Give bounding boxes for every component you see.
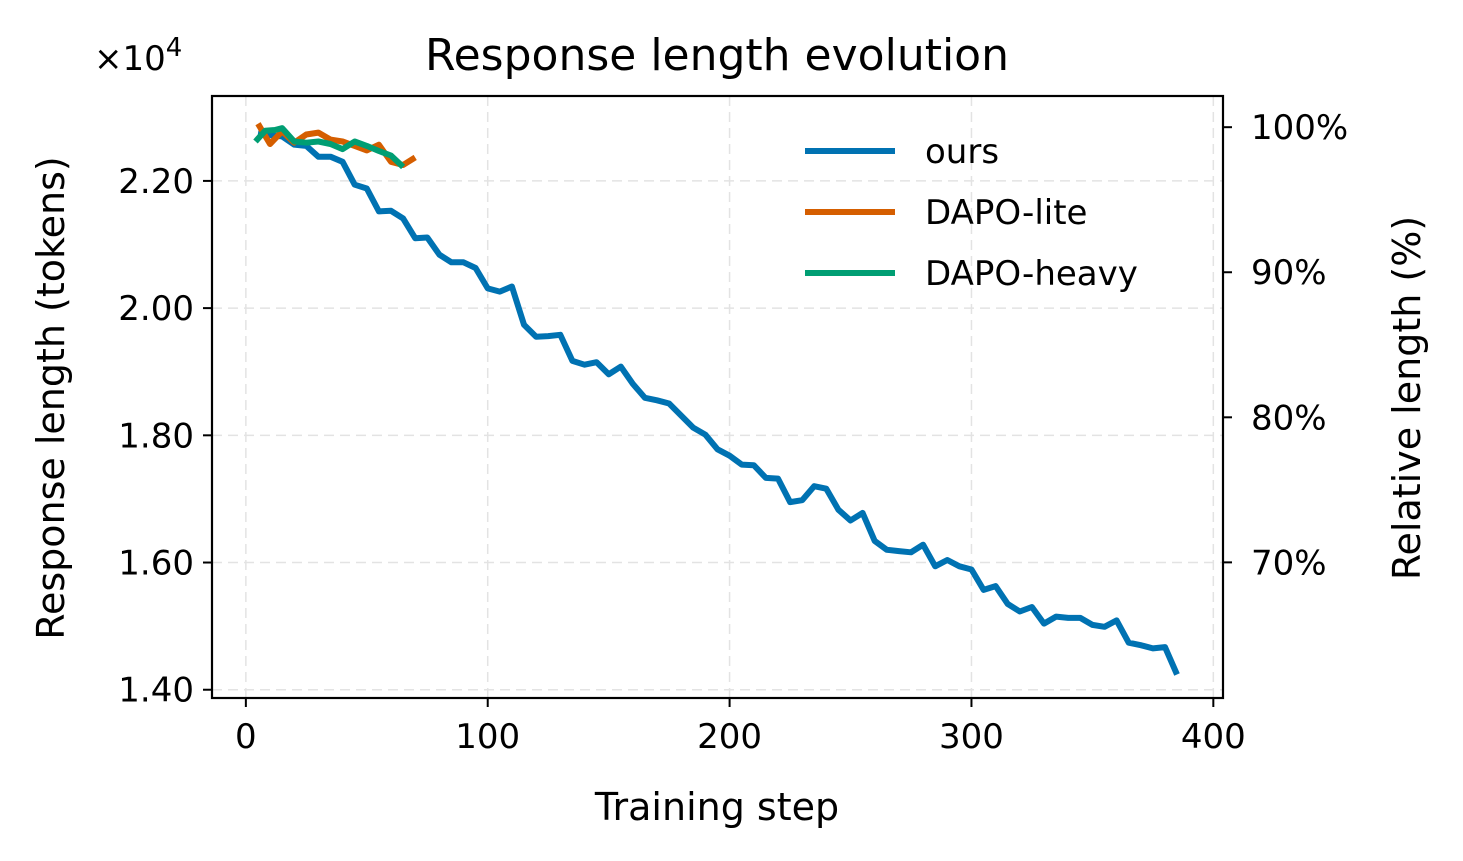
legend-label-dapo-heavy: DAPO-heavy <box>925 254 1138 294</box>
y-tick-label-4: 2.20 <box>118 162 194 202</box>
plot-frame <box>210 94 1225 700</box>
chart-title: Response length evolution <box>425 30 1009 81</box>
grid-layer <box>212 96 1223 698</box>
y2-tick-label-1: 80% <box>1251 398 1327 438</box>
y-tick-label-2: 1.80 <box>118 416 194 456</box>
y-tick-label-3: 2.00 <box>118 289 194 329</box>
legend-label-dapo-lite: DAPO-lite <box>925 193 1087 233</box>
x-tick-label-2: 200 <box>697 717 762 757</box>
x-tick-label-4: 400 <box>1181 717 1246 757</box>
y-tick-label-0: 1.40 <box>118 671 194 711</box>
y-axis-right: 70% 80% 90% 100% <box>1223 108 1348 583</box>
x-tick-label-1: 100 <box>455 717 520 757</box>
series-line-ours <box>257 130 1180 676</box>
x-tick-label-3: 300 <box>939 717 1004 757</box>
y-scale-multiplier: ×104 <box>94 33 182 79</box>
y-axis-label: Response length (tokens) <box>29 156 73 640</box>
series-layer <box>253 122 1180 676</box>
y-tick-label-1: 1.60 <box>118 544 194 584</box>
y2-tick-label-3: 100% <box>1251 108 1348 148</box>
y-axis-left: 1.40 1.60 1.80 2.00 2.20 <box>118 162 212 711</box>
x-axis-label: Training step <box>594 785 839 829</box>
y2-tick-label-0: 70% <box>1251 543 1327 583</box>
series-line-dapo-heavy <box>253 125 406 170</box>
x-tick-label-0: 0 <box>235 717 257 757</box>
legend: ours DAPO-lite DAPO-heavy <box>805 132 1138 294</box>
x-axis: 0 100 200 300 400 <box>235 698 1246 757</box>
y2-tick-label-2: 90% <box>1251 253 1327 293</box>
legend-label-ours: ours <box>925 132 999 172</box>
y2-axis-label: Relative length (%) <box>1385 216 1429 580</box>
